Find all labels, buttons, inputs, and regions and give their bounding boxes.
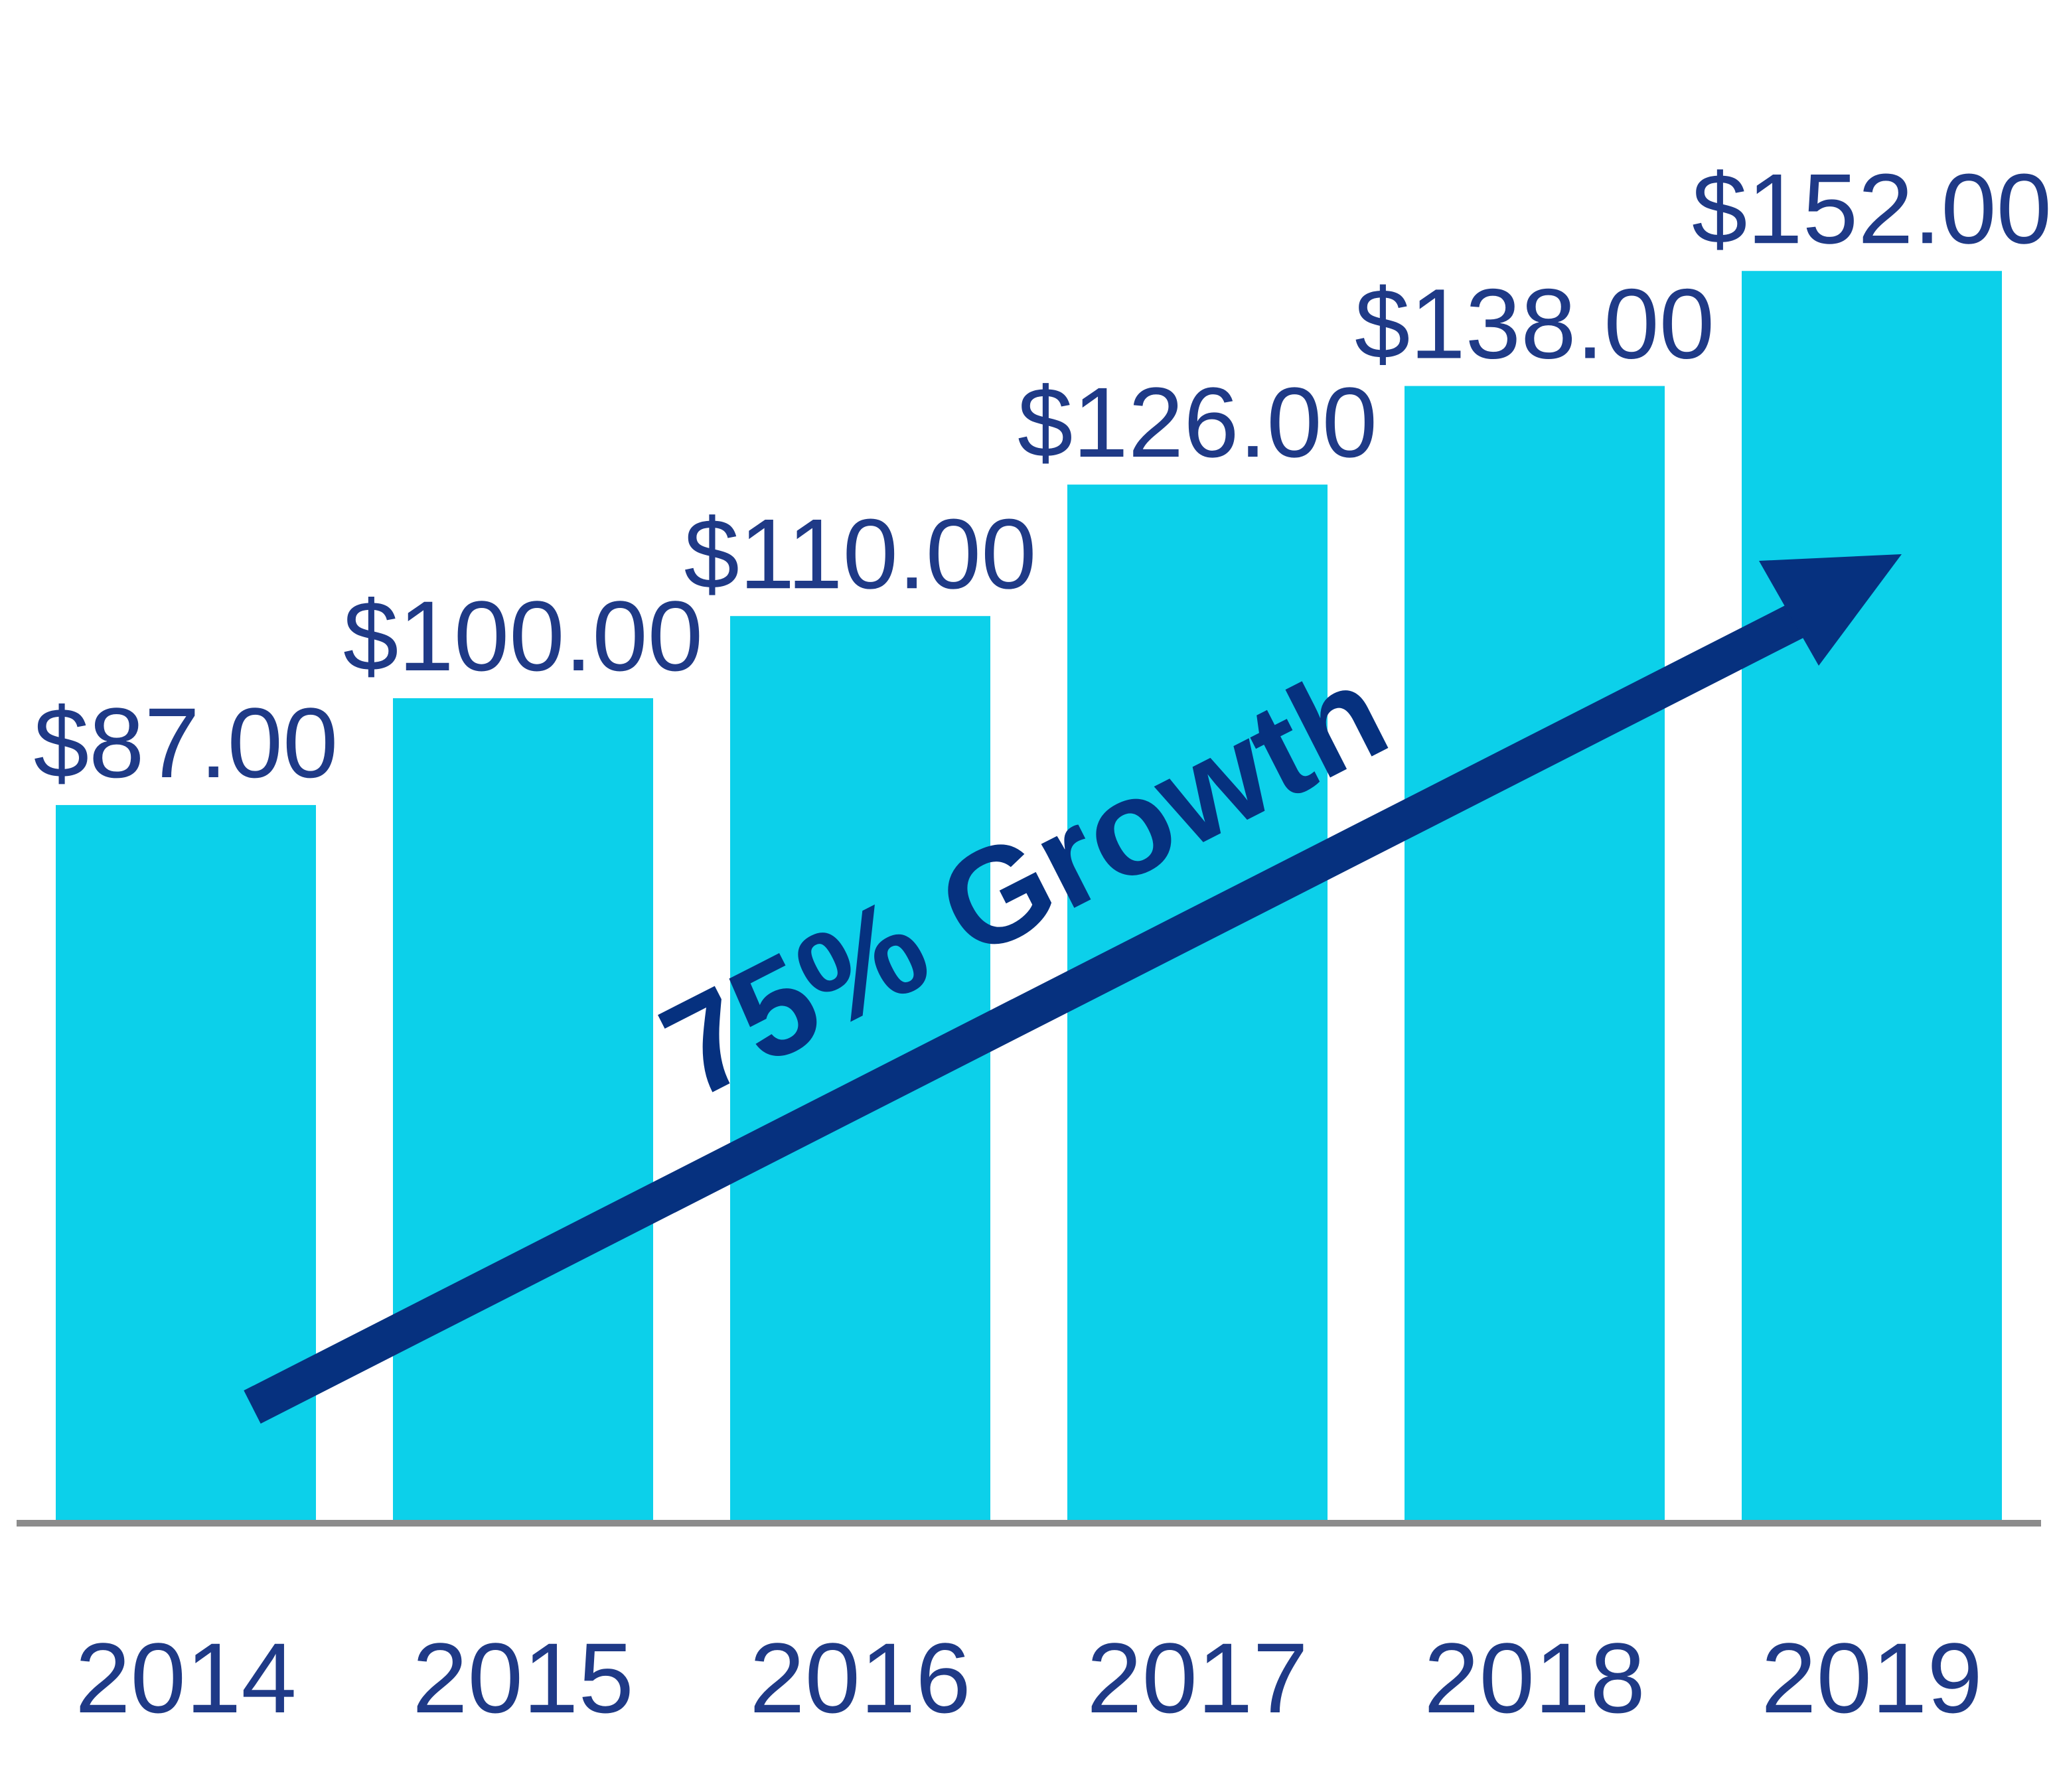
- x-tick-label-group: 2014 2015 2016 2017 2018 2019: [75, 1622, 1983, 1734]
- x-tick-label-2017: 2017: [1087, 1622, 1308, 1734]
- value-label-2015: $100.00: [343, 580, 703, 692]
- x-tick-label-2015: 2015: [412, 1622, 634, 1734]
- x-tick-label-2014: 2014: [75, 1622, 297, 1734]
- x-tick-label-2019: 2019: [1761, 1622, 1983, 1734]
- growth-arrow-icon: [244, 554, 1902, 1424]
- bar-2019: [1742, 271, 2002, 1520]
- value-label-2017: $126.00: [1018, 366, 1377, 478]
- value-label-2019: $152.00: [1692, 153, 2052, 264]
- bar-2015: [393, 698, 653, 1520]
- x-tick-label-2016: 2016: [749, 1622, 971, 1734]
- bar-group: [56, 271, 2002, 1521]
- value-label-2018: $138.00: [1355, 268, 1714, 380]
- bar-2017: [1067, 485, 1328, 1520]
- bar-2018: [1405, 386, 1665, 1520]
- value-label-2014: $87.00: [34, 687, 339, 798]
- value-label-2016: $110.00: [684, 498, 1036, 609]
- value-label-group: $87.00$100.00$110.00 $126.00$138.00$152.0…: [34, 153, 2052, 798]
- x-tick-label-2018: 2018: [1424, 1622, 1645, 1734]
